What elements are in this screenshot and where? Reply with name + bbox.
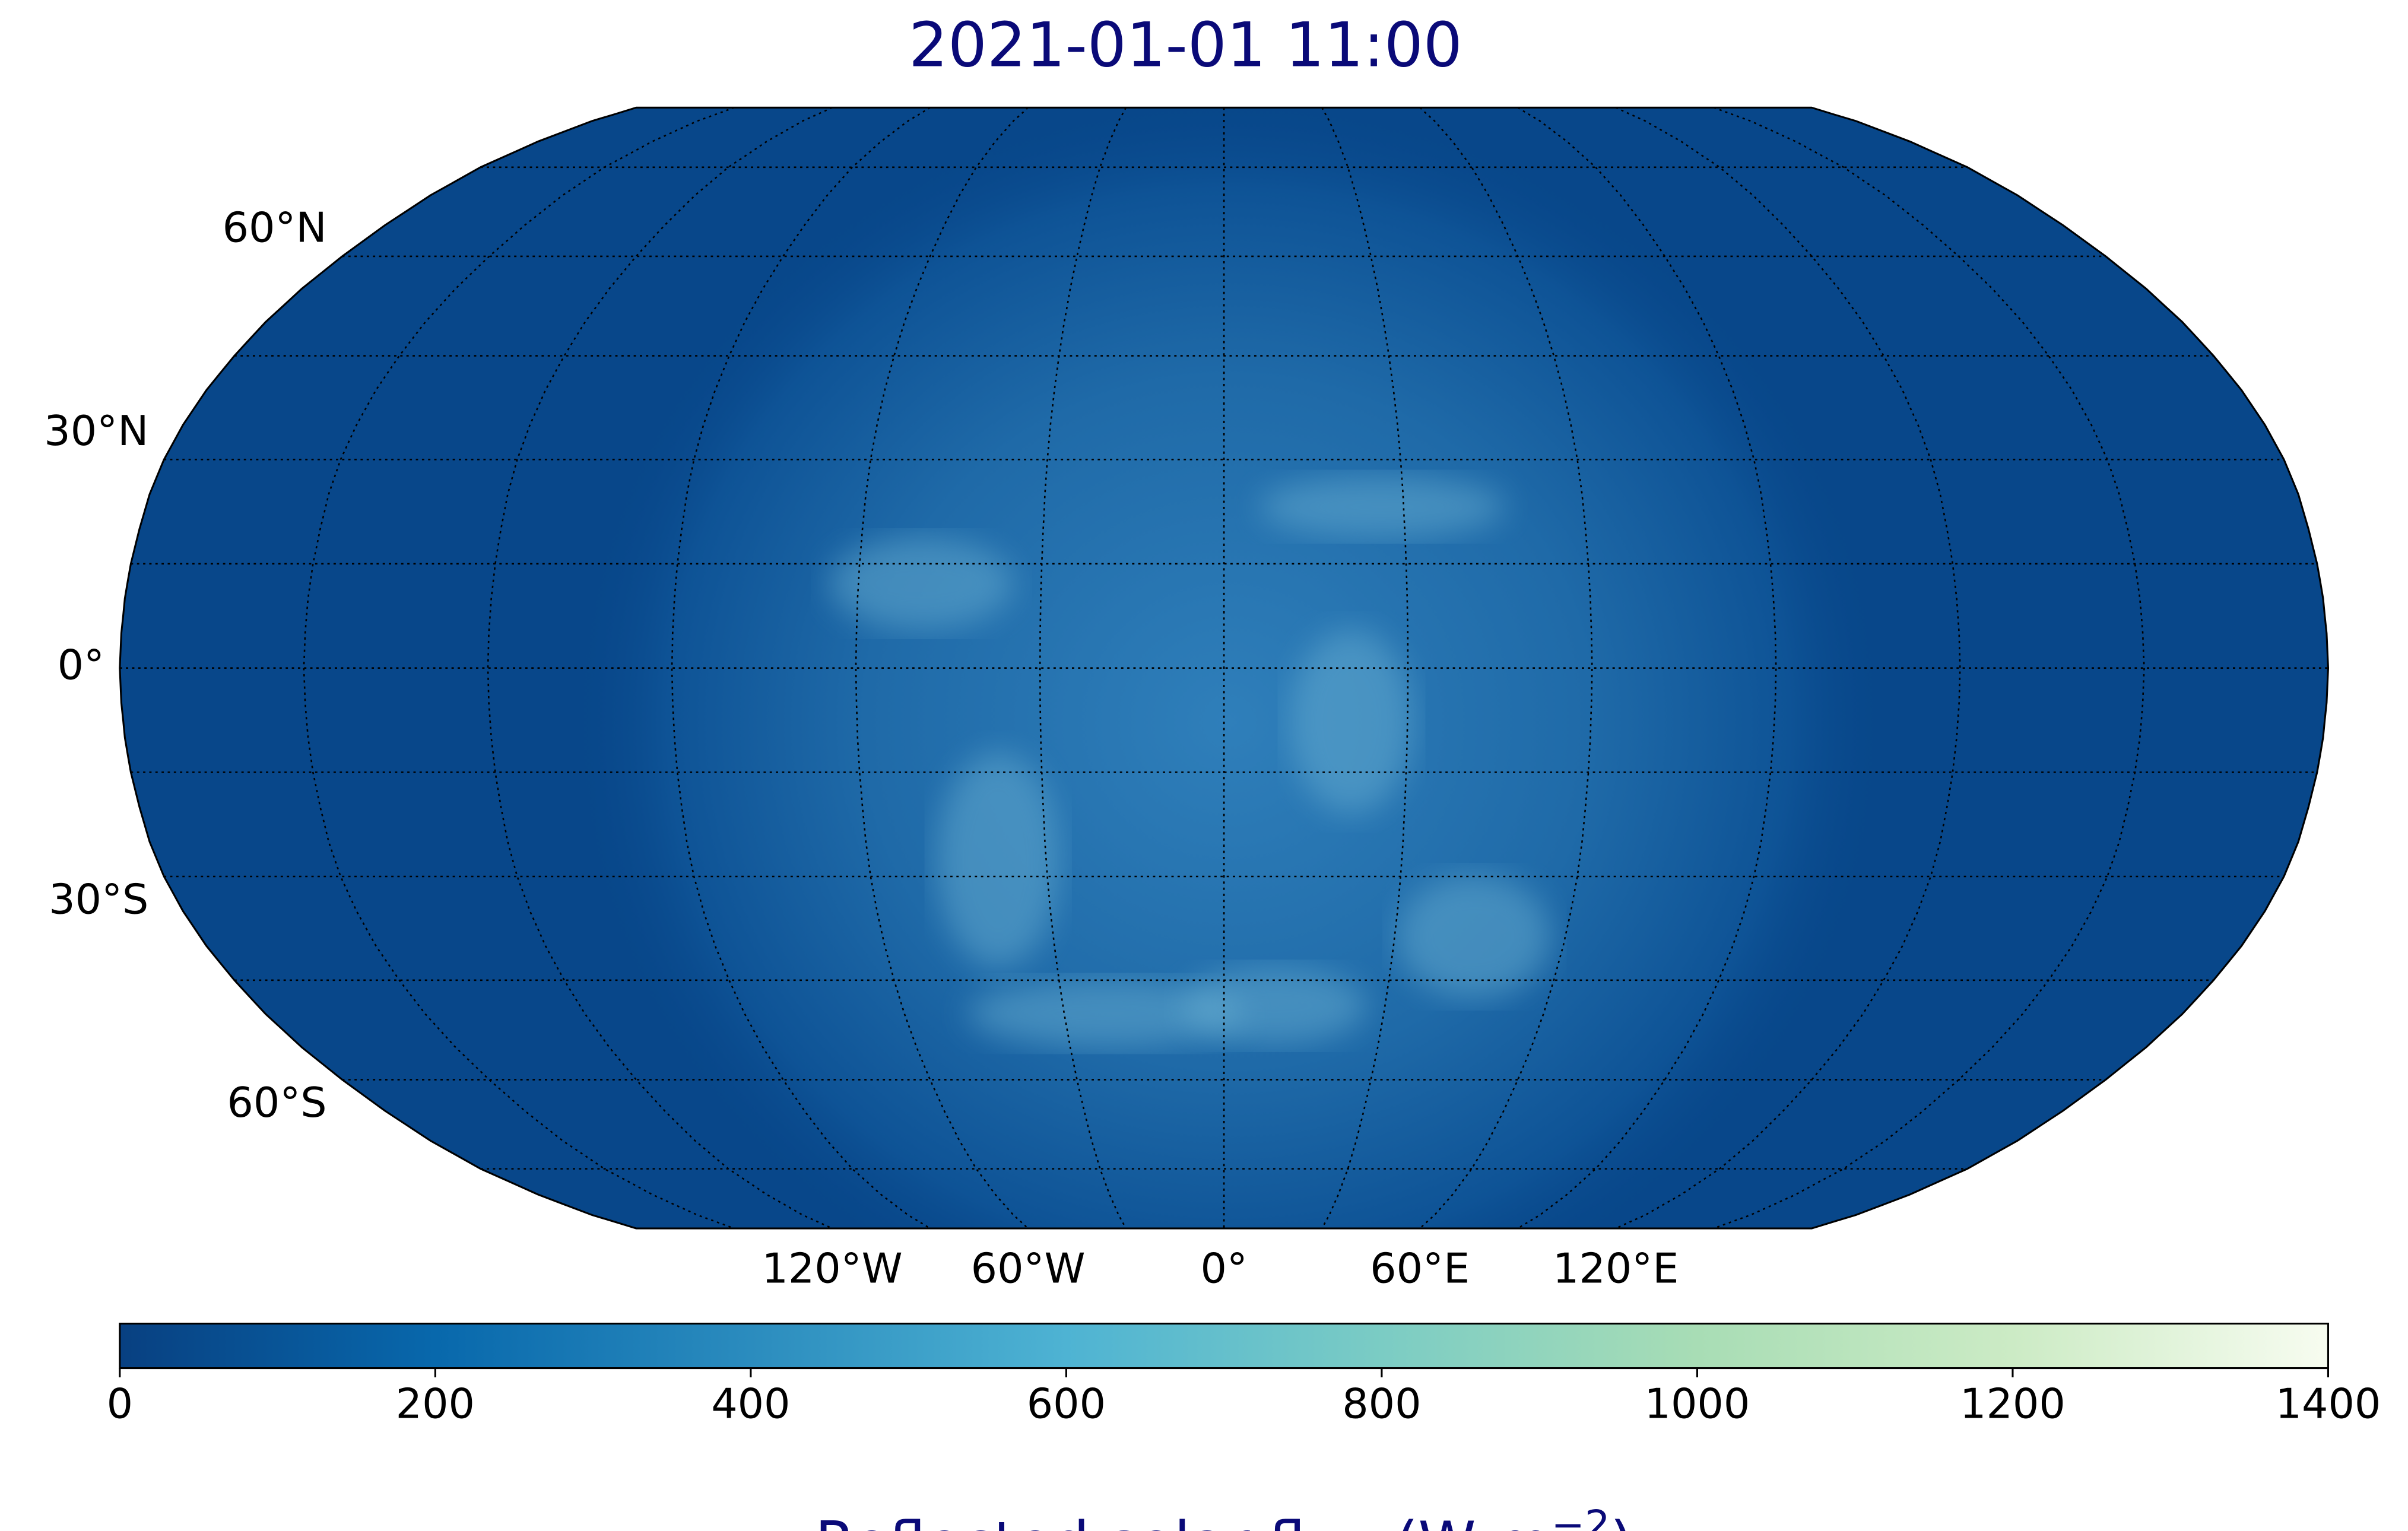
cloud (1290, 630, 1413, 814)
colorbar-tick-label: 1400 (2276, 1380, 2381, 1428)
colorbar-scale (119, 1322, 2330, 1370)
colorbar-tick-label: 400 (711, 1380, 790, 1428)
cloud (1259, 476, 1505, 538)
colorbar-tick-label: 1000 (1645, 1380, 1750, 1428)
lon-label: 120°E (1553, 1245, 1679, 1293)
title: 2021-01-01 11:00 (909, 9, 1462, 81)
colorbar-label-end: ) (1610, 1510, 1633, 1531)
lat-label: 30°S (49, 876, 148, 924)
lon-label: 60°E (1370, 1245, 1470, 1293)
meridian (1419, 107, 1593, 1230)
cloud (967, 979, 1244, 1047)
colorbar-tick-label: 600 (1027, 1380, 1106, 1428)
colorbar-label: Reflected solar flux (W m−2) (815, 1502, 1633, 1531)
colorbar-label-text: Reflected solar flux (W m (815, 1510, 1551, 1531)
lon-label: 120°W (762, 1245, 902, 1293)
cloud (1182, 967, 1367, 1044)
meridian (1039, 107, 1127, 1229)
colorbar-tick-label: 800 (1342, 1380, 1421, 1428)
meridian (303, 107, 735, 1230)
day-side (568, 107, 1889, 1229)
cloud (829, 537, 1014, 630)
lon-label: 60°W (971, 1245, 1086, 1293)
map-surface (119, 107, 2328, 1229)
meridian (1713, 107, 2145, 1230)
colorbar-tick-label: 0 (107, 1380, 133, 1428)
graticule (119, 107, 2328, 1230)
lat-label: 60°S (227, 1079, 326, 1127)
colorbar: 0 200 400 600 800 1000 1200 1400 (107, 1322, 2381, 1428)
lat-label: 0° (58, 641, 104, 690)
lat-label: 30°N (44, 407, 148, 455)
map-outline (119, 106, 2330, 1230)
colorbar-tick-label: 1200 (1960, 1380, 2066, 1428)
cloud (1397, 875, 1552, 998)
lon-label: 0° (1200, 1245, 1247, 1293)
colorbar-tick-label: 200 (396, 1380, 475, 1428)
colorbar-label-superscript: −2 (1552, 1502, 1610, 1531)
lat-label: 60°N (223, 204, 327, 252)
meridian (855, 107, 1029, 1230)
cloud (937, 752, 1060, 968)
map: 60°N 30°N 0° 30°S 60°S 120°W 60°W 0° 60°E 120°E (44, 106, 2330, 1293)
meridian (1321, 107, 1409, 1229)
